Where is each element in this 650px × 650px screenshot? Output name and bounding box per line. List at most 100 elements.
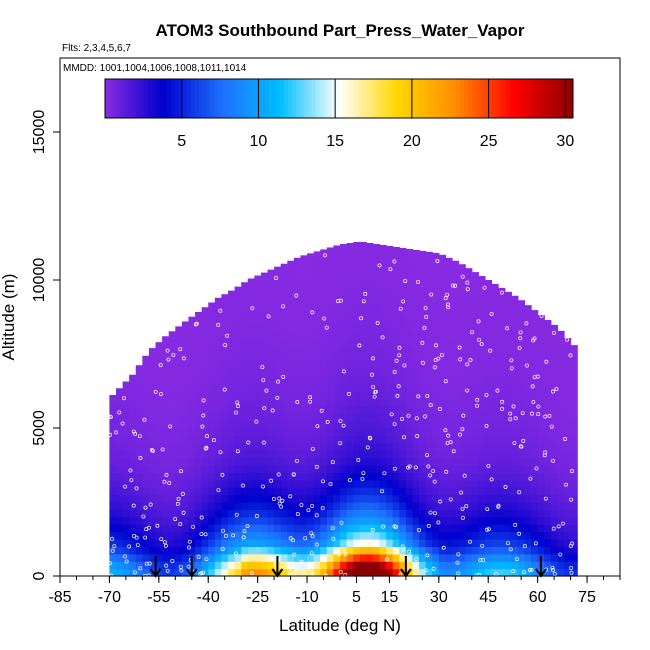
heatmap-cell xyxy=(280,531,288,540)
heatmap-cell xyxy=(307,516,315,525)
heatmap-cell xyxy=(386,546,394,555)
heatmap-cell xyxy=(320,346,328,355)
heatmap-cell xyxy=(386,531,394,540)
heatmap-cell xyxy=(267,368,275,377)
heatmap-cell xyxy=(234,435,242,444)
heatmap-cell xyxy=(452,339,460,348)
heatmap-cell xyxy=(109,539,117,547)
heatmap-cell xyxy=(195,420,203,429)
heatmap-cell xyxy=(241,479,249,488)
sample-point xyxy=(199,531,204,536)
heatmap-cell xyxy=(570,391,578,399)
chart-title: ATOM3 Southbound Part_Press_Water_Vapor xyxy=(155,21,524,40)
heatmap-cell xyxy=(340,339,348,348)
heatmap-cell xyxy=(135,539,143,547)
heatmap-cell xyxy=(544,319,552,325)
heatmap-cell xyxy=(366,317,374,325)
heatmap-cell xyxy=(221,450,229,459)
heatmap-cell xyxy=(260,413,269,422)
heatmap-cell xyxy=(234,302,242,311)
heatmap-cell xyxy=(307,368,315,377)
heatmap-cell xyxy=(326,531,335,540)
heatmap-cell xyxy=(353,317,361,325)
colorbar-segment xyxy=(229,79,235,118)
heatmap-cell xyxy=(465,561,473,570)
heatmap-cell xyxy=(201,317,209,325)
heatmap-cell xyxy=(550,546,559,555)
sample-point xyxy=(375,320,380,325)
heatmap-cell xyxy=(531,354,539,362)
heatmap-cell xyxy=(379,250,387,259)
colorbar-segment xyxy=(261,79,266,118)
heatmap-cell xyxy=(221,317,229,325)
sample-point xyxy=(277,496,282,501)
heatmap-cell xyxy=(195,546,203,555)
heatmap-cell xyxy=(511,568,519,577)
heatmap-cell xyxy=(208,383,216,392)
sample-point xyxy=(543,450,548,455)
heatmap-cell xyxy=(181,442,190,451)
heatmap-cell xyxy=(570,465,578,473)
heatmap-cell xyxy=(412,450,420,459)
heatmap-cell xyxy=(425,361,433,370)
heatmap-cell xyxy=(109,546,117,555)
heatmap-cell xyxy=(168,531,176,540)
heatmap-cell xyxy=(280,265,288,274)
heatmap-cell xyxy=(201,398,209,407)
heatmap-cell xyxy=(109,435,117,444)
sample-point xyxy=(511,569,516,574)
heatmap-cell xyxy=(287,494,295,503)
heatmap-cell xyxy=(445,376,453,385)
colorbar-segment xyxy=(194,79,200,118)
heatmap-cell xyxy=(293,428,302,436)
heatmap-cell xyxy=(195,502,203,510)
colorbar-segment xyxy=(401,79,406,118)
heatmap-cell xyxy=(438,502,447,510)
sample-point xyxy=(460,274,465,279)
heatmap-cell xyxy=(234,324,242,333)
heatmap-cell xyxy=(425,272,433,281)
heatmap-cell xyxy=(425,383,433,392)
heatmap-cell xyxy=(405,479,414,488)
sample-point xyxy=(522,544,527,549)
heatmap-cell xyxy=(340,450,348,459)
sample-point xyxy=(524,321,529,326)
heatmap-cell xyxy=(175,398,183,407)
heatmap-cell xyxy=(564,472,572,481)
sample-point xyxy=(385,557,389,562)
heatmap-cell xyxy=(557,479,565,488)
heatmap-cell xyxy=(346,568,354,577)
heatmap-cell xyxy=(419,294,427,303)
heatmap-cell xyxy=(544,531,552,540)
heatmap-cell xyxy=(287,487,295,496)
heatmap-cell xyxy=(498,479,506,488)
heatmap-cell xyxy=(214,302,223,311)
heatmap-cell xyxy=(260,398,269,407)
sample-point xyxy=(166,357,171,362)
heatmap-cell xyxy=(340,354,348,362)
heatmap-cell xyxy=(478,568,486,577)
heatmap-cell xyxy=(386,487,394,496)
heatmap-cell xyxy=(260,479,269,488)
heatmap-cell xyxy=(484,317,493,325)
heatmap-cell xyxy=(537,494,545,503)
x-tick-label: 30 xyxy=(430,589,448,606)
heatmap-cell xyxy=(293,413,302,422)
heatmap-cell xyxy=(353,242,361,244)
heatmap-cell xyxy=(320,487,328,496)
sample-point xyxy=(325,419,330,424)
heatmap-cell xyxy=(267,339,275,348)
heatmap-cell xyxy=(109,442,117,451)
heatmap-cell xyxy=(491,302,499,311)
heatmap-cell xyxy=(392,472,400,481)
heatmap-cell xyxy=(478,494,486,503)
heatmap-cell xyxy=(287,546,295,555)
heatmap-cell xyxy=(181,553,190,562)
heatmap-cell xyxy=(471,272,479,274)
heatmap-cell xyxy=(142,376,150,385)
heatmap-cell xyxy=(181,561,190,570)
heatmap-cell xyxy=(168,420,176,429)
heatmap-cell xyxy=(333,531,341,540)
heatmap-cell xyxy=(517,494,526,503)
